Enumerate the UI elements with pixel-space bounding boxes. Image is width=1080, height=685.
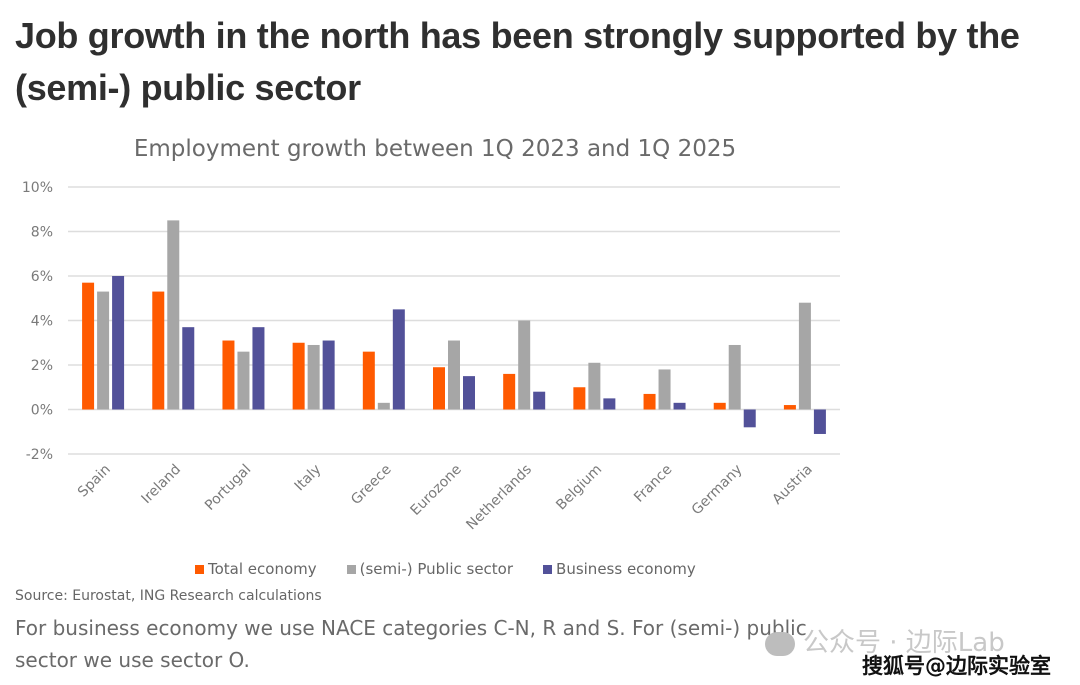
y-tick-label: 8% (31, 225, 53, 241)
bar-austria-business (813, 409, 826, 434)
legend-swatch-business (543, 564, 553, 574)
axis-labels: -2% 0% 2% 4% 6% 8% 10% Spain Ireland Portugal Ital… (22, 180, 816, 533)
bar-belgium-business (603, 398, 616, 410)
bar-spain-total (82, 282, 95, 410)
y-tick-label: 0% (31, 403, 53, 419)
legend-label-total: Total economy (208, 560, 317, 578)
y-tick-label: 4% (31, 314, 53, 330)
x-tick-label: Greece (348, 462, 395, 509)
bar-austria-public (798, 302, 811, 410)
bar-germany-business (743, 409, 756, 428)
y-tick-label: -2% (26, 447, 53, 463)
legend-label-public: (semi-) Public sector (359, 560, 514, 578)
x-tick-label: Italy (292, 462, 325, 495)
bar-france-total (643, 393, 656, 410)
legend-swatch-total (195, 564, 204, 574)
bar-belgium-public (588, 362, 601, 410)
x-tick-label: Belgium (553, 462, 605, 514)
y-tick-label: 2% (31, 358, 53, 374)
headline: Job growth in the north has been strongl… (15, 15, 1020, 108)
x-tick-label: Portugal (202, 462, 254, 514)
bar-netherlands-public (518, 320, 531, 410)
bar-ireland-business (182, 327, 195, 410)
bar-spain-business (112, 276, 125, 410)
bars (82, 220, 826, 434)
x-tick-label: Austria (769, 462, 815, 508)
bar-austria-total (783, 405, 796, 410)
y-tick-label: 6% (31, 269, 53, 285)
chart-title: Employment growth between 1Q 2023 and 1Q… (133, 136, 737, 162)
gridlines (68, 186, 840, 455)
source-note: Source: Eurostat, ING Research calculati… (15, 588, 322, 604)
bar-netherlands-total (503, 373, 516, 410)
bar-ireland-total (152, 291, 165, 410)
wechat-watermark-text: 公众号 · 边际Lab (803, 628, 1005, 658)
bar-france-business (673, 402, 686, 410)
bar-greece-business (392, 309, 405, 410)
legend-item-total: Total economy (195, 560, 317, 578)
x-tick-label: Spain (75, 462, 114, 501)
bar-spain-public (97, 291, 110, 410)
bar-italy-total (292, 342, 305, 410)
bar-germany-total (713, 402, 726, 410)
x-tick-label: Eurozone (407, 462, 464, 519)
x-tick-label: France (631, 462, 675, 506)
legend-label-business: Business economy (556, 560, 696, 578)
bar-chart: -2% 0% 2% 4% 6% 8% 10% Spain Ireland Portugal Ital… (22, 180, 840, 533)
y-tick-label: 10% (22, 180, 53, 196)
bar-greece-total (362, 351, 375, 410)
bar-eurozone-total (433, 367, 445, 410)
bar-italy-business (322, 340, 335, 410)
bar-portugal-total (222, 340, 235, 410)
bar-netherlands-business (533, 391, 546, 410)
legend-item-business: Business economy (543, 560, 696, 578)
x-tick-label: Netherlands (463, 462, 535, 534)
sohu-watermark: 搜狐号@边际实验室 (862, 654, 1051, 678)
bar-eurozone-public (448, 340, 460, 410)
methodology-note: For business economy we use NACE categor… (15, 616, 807, 672)
x-tick-label: Ireland (139, 462, 185, 508)
bar-eurozone-business (463, 376, 475, 410)
bar-ireland-public (167, 220, 180, 410)
bar-france-public (658, 369, 671, 410)
legend-item-public: (semi-) Public sector (346, 560, 514, 578)
bar-italy-public (307, 344, 320, 410)
bar-greece-public (377, 402, 390, 410)
wechat-watermark: 公众号 · 边际Lab (765, 622, 1005, 659)
bar-portugal-business (252, 327, 265, 410)
bar-belgium-total (573, 387, 586, 410)
x-tick-label: Germany (689, 462, 746, 519)
legend-swatch-public (346, 564, 356, 574)
bar-germany-public (728, 344, 741, 410)
legend: Total economy (semi-) Public sector Busi… (195, 560, 696, 578)
bar-portugal-public (237, 351, 250, 410)
wechat-icon (765, 631, 795, 656)
